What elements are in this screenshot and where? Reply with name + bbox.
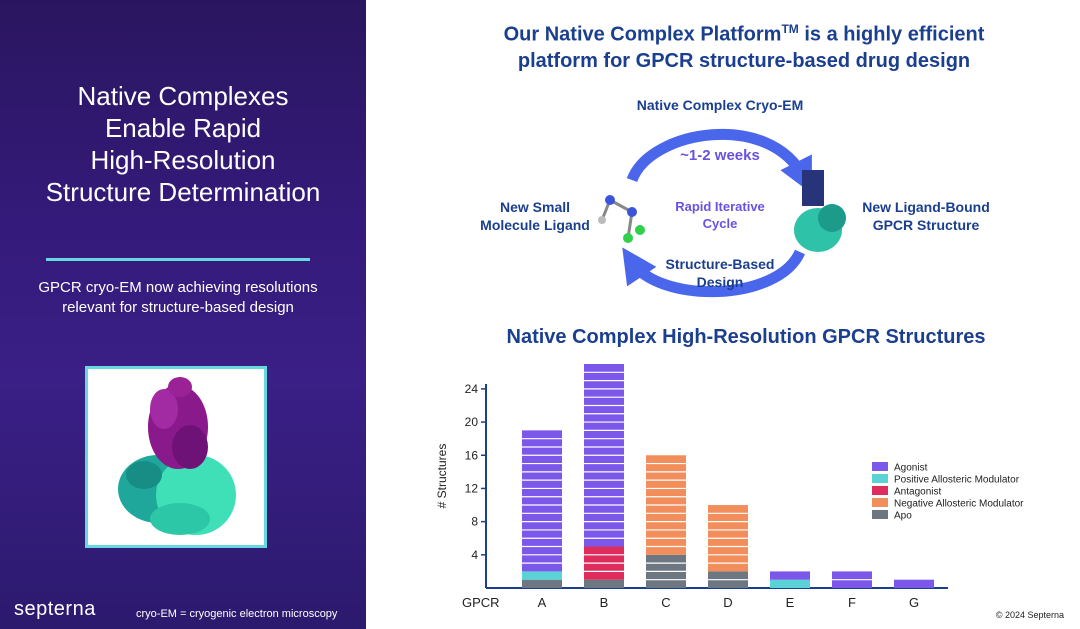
x-tick-label: A	[538, 595, 547, 610]
cycle-arrow-bottom	[622, 247, 806, 298]
legend-label: Agonist	[894, 463, 928, 474]
headline-line-2: platform for GPCR structure-based drug d…	[517, 49, 971, 72]
receptor-structure-icon	[794, 170, 846, 252]
y-axis-label: # Structures	[435, 444, 449, 509]
left-panel: Native Complexes Enable Rapid High-Resol…	[0, 0, 366, 629]
left-title-line: High-Resolution	[90, 145, 276, 175]
legend-swatch	[872, 486, 888, 495]
legend-label: Antagonist	[894, 487, 941, 498]
headline-text: Our Native Complex Platform	[503, 23, 782, 46]
x-tick-label: F	[848, 595, 856, 610]
left-title: Native Complexes Enable Rapid High-Resol…	[0, 80, 366, 208]
cycle-bottom-label: Structure-Based Design	[640, 255, 800, 291]
x-axis-label: GPCR	[462, 595, 500, 610]
x-tick-label: C	[661, 595, 670, 610]
trademark-mark: TM	[781, 22, 799, 36]
legend-label: Negative Allosteric Modulator	[894, 499, 1024, 510]
cycle-right-line: GPCR Structure	[872, 217, 980, 233]
legend-label: Positive Allosteric Modulator	[894, 475, 1020, 486]
bar-segment-apo	[522, 579, 562, 588]
bar-segment-positive-allosteric-modulator	[770, 579, 810, 588]
protein-receptor-blob	[118, 455, 236, 535]
legend-label: Apo	[894, 511, 912, 522]
cycle-top-label: Native Complex Cryo-EM	[636, 97, 804, 113]
y-tick-label: 12	[465, 481, 479, 495]
copyright: © 2024 Septerna	[995, 610, 1064, 620]
company-logo: septerna	[14, 598, 96, 620]
headline-text-rest: is a highly efficient	[798, 23, 985, 46]
x-tick-label: D	[723, 595, 732, 610]
legend-swatch	[872, 474, 888, 483]
cycle-graphics	[598, 128, 846, 298]
left-subtitle: GPCR cryo-EM now achieving resolutions r…	[0, 278, 356, 318]
left-title-line: Enable Rapid	[104, 113, 262, 143]
legend-swatch	[872, 498, 888, 507]
y-tick-label: 8	[471, 515, 478, 529]
cycle-right-line: New Ligand-Bound	[862, 199, 990, 215]
cycle-left-line: Molecule Ligand	[480, 217, 590, 233]
cycle-bottom-line: Design	[696, 274, 744, 290]
bar-segment-apo	[584, 579, 624, 588]
cycle-arrow-top	[626, 128, 812, 194]
structures-bar-chart: 4 8 12 16 20 24 # Structures GPCR A B C D E F G Agonist…	[435, 364, 1024, 610]
left-subtitle-line: relevant for structure-based design	[62, 299, 294, 316]
left-title-line: Structure Determination	[45, 177, 321, 207]
x-tick-label: B	[600, 595, 609, 610]
left-title-line: Native Complexes	[77, 81, 289, 111]
bar-segment-agonist	[770, 571, 810, 580]
bar-segment-agonist	[522, 430, 562, 572]
y-tick-label: 4	[471, 548, 478, 562]
cycle-center-line: Cycle	[702, 216, 738, 231]
cycle-bottom-line: Structure-Based	[665, 256, 775, 272]
y-tick-label: 16	[465, 448, 479, 462]
bar-segment-agonist	[894, 579, 934, 588]
divider-line	[46, 258, 310, 261]
cycle-right-label: New Ligand-Bound GPCR Structure	[846, 198, 1006, 234]
protein-illustration	[118, 377, 236, 535]
headline-line-1: Our Native Complex PlatformTM is a highl…	[366, 16, 1080, 48]
chart-title: Native Complex High-Resolution GPCR Stru…	[506, 326, 986, 348]
legend-swatch	[872, 462, 888, 471]
page-headline: Our Native Complex PlatformTM is a highl…	[366, 16, 1080, 74]
legend-swatch	[872, 510, 888, 519]
footnote: cryo-EM = cryogenic electron microscopy	[136, 608, 338, 620]
cycle-left-label: New Small Molecule Ligand	[460, 198, 610, 234]
cycle-center-label: Rapid Iterative Cycle	[660, 198, 780, 232]
y-tick-label: 24	[465, 382, 479, 396]
protein-gprotein-blob	[148, 377, 208, 469]
cycle-center-line: Rapid Iterative	[675, 199, 765, 214]
x-tick-label: E	[786, 595, 795, 610]
x-tick-label: G	[909, 595, 919, 610]
protein-structure-image	[85, 366, 267, 548]
cycle-left-line: New Small	[499, 199, 571, 215]
ligand-molecule-icon	[598, 195, 645, 243]
y-tick-label: 20	[465, 415, 479, 429]
bar-segment-positive-allosteric-modulator	[522, 571, 562, 580]
cycle-duration-label: ~1-2 weeks	[680, 147, 760, 164]
left-subtitle-line: GPCR cryo-EM now achieving resolutions	[38, 279, 318, 296]
